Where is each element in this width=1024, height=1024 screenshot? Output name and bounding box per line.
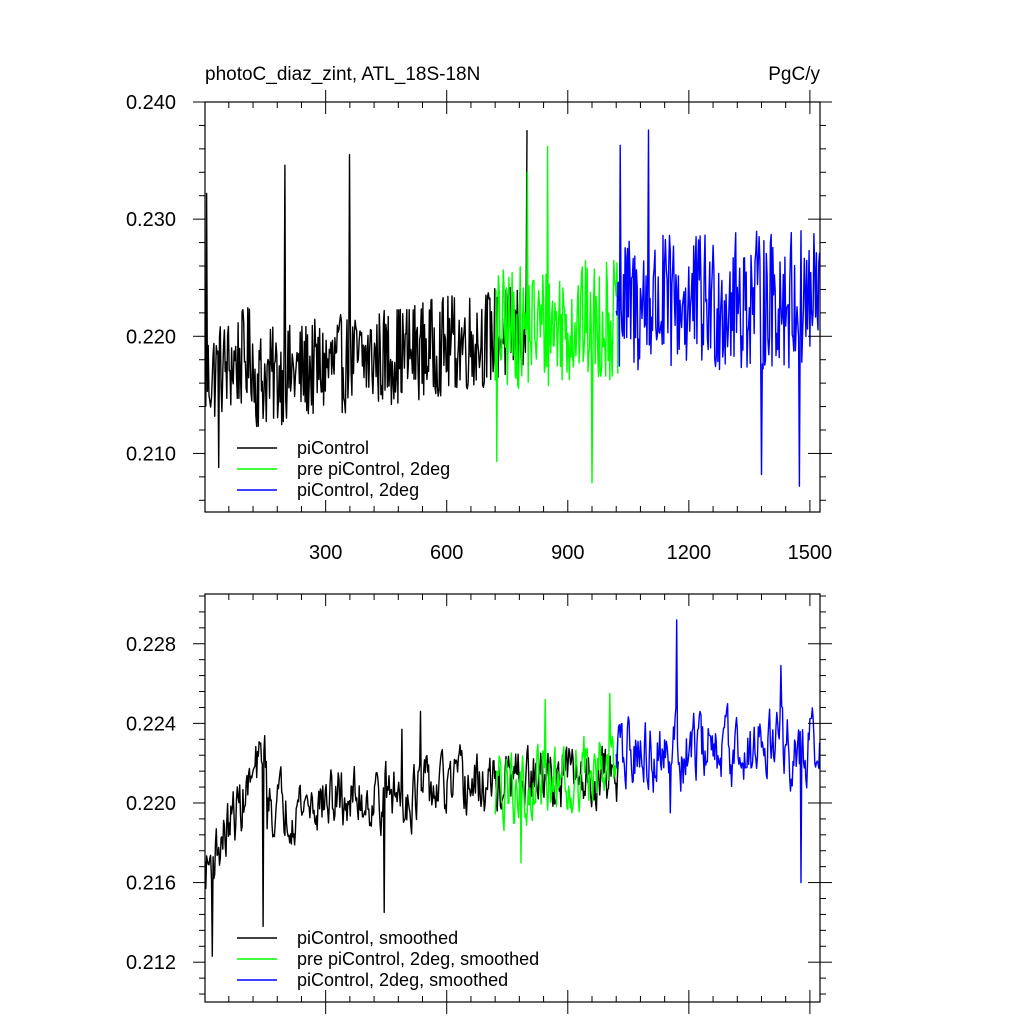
legend-label: pre piControl, 2deg, smoothed	[297, 949, 539, 969]
series-line-bottom-1	[494, 692, 619, 864]
x-tick-label: 600	[430, 542, 463, 564]
series-line-bottom-0	[205, 710, 619, 957]
legend-label: piControl, 2deg	[297, 480, 419, 500]
y-tick-label: 0.220	[126, 793, 176, 815]
y-tick-label: 0.240	[126, 92, 176, 114]
x-tick-label: 1200	[667, 542, 712, 564]
legend-label: piControl	[297, 438, 369, 458]
top-panel-chart: 300 600 900 1200 1500 0.210 0.220 0.230 0.240 pho…	[126, 64, 832, 564]
legend-label: pre piControl, 2deg	[297, 459, 450, 479]
series-line-top-0	[205, 130, 528, 469]
y-tick-label: 0.210	[126, 443, 176, 465]
y-tick-label: 0.230	[126, 209, 176, 231]
y-tick-label: 0.224	[126, 713, 176, 735]
y-tick-label: 0.228	[126, 634, 176, 656]
y-tick-label: 0.220	[126, 326, 176, 348]
y-tick-label: 0.216	[126, 873, 176, 895]
chart-title: photoC_diaz_zint, ATL_18S-18N	[205, 64, 480, 85]
legend-label: piControl, 2deg, smoothed	[297, 970, 508, 990]
units-label: PgC/y	[768, 64, 820, 85]
series-line-bottom-2	[615, 619, 820, 884]
series-line-top-1	[494, 145, 619, 484]
x-tick-label: 300	[309, 542, 342, 564]
plot-frame	[204, 593, 821, 1003]
x-tick-label: 900	[551, 542, 584, 564]
x-tick-label: 1500	[788, 542, 833, 564]
bottom-panel-chart: 0.212 0.216 0.220 0.224 0.228 piControl, smoo…	[126, 593, 832, 1014]
y-tick-label: 0.212	[126, 952, 176, 974]
legend-label: piControl, smoothed	[297, 928, 458, 948]
series-line-top-2	[615, 129, 820, 487]
plot-frame	[204, 101, 821, 513]
